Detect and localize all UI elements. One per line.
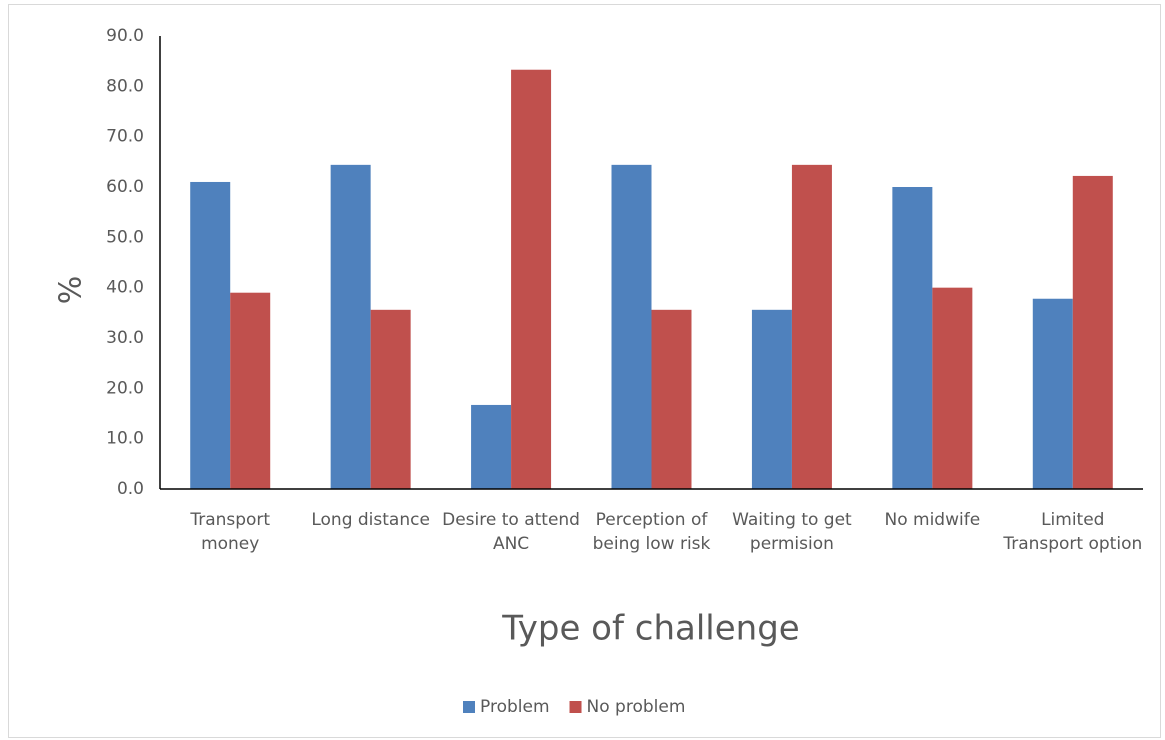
x-tick-label: Long distance xyxy=(311,510,430,530)
y-tick-label: 70.0 xyxy=(106,127,144,147)
bar xyxy=(751,309,792,489)
y-tick-label: 60.0 xyxy=(106,177,144,197)
y-tick-label: 80.0 xyxy=(106,76,144,96)
bar xyxy=(190,181,231,489)
x-tick-label: No midwife xyxy=(884,510,981,530)
x-tick-label: Waiting to get permision xyxy=(732,510,852,554)
legend-label: Problem xyxy=(480,697,550,717)
bar xyxy=(651,309,692,489)
y-tick-label: 10.0 xyxy=(106,429,144,449)
bar xyxy=(330,164,371,489)
y-tick-label: 40.0 xyxy=(106,278,144,298)
x-axis-title: Type of challenge xyxy=(501,609,799,649)
legend-swatch xyxy=(463,701,475,713)
bar xyxy=(1032,298,1073,489)
y-axis-title: % xyxy=(54,276,89,305)
bar xyxy=(511,69,552,490)
chart-frame xyxy=(8,4,1161,738)
bar xyxy=(230,292,271,489)
x-tick-label: Desire to attend ANC xyxy=(442,510,580,554)
bar xyxy=(471,404,512,489)
x-tick-label: Perception of being low risk xyxy=(592,510,711,554)
x-tick-label: Limited Transport option xyxy=(1003,510,1143,554)
legend-label: No problem xyxy=(587,697,686,717)
bar xyxy=(1072,175,1113,489)
y-tick-label: 30.0 xyxy=(106,328,144,348)
legend-swatch xyxy=(569,701,582,713)
y-tick-label: 20.0 xyxy=(106,378,144,398)
y-tick-label: 50.0 xyxy=(106,227,144,247)
y-tick-label: 90.0 xyxy=(106,26,144,46)
bar xyxy=(370,309,411,489)
bar xyxy=(892,187,933,489)
bar xyxy=(611,164,652,489)
x-tick-label: Transport money xyxy=(190,510,271,554)
y-tick-label: 0.0 xyxy=(117,479,144,499)
bar xyxy=(791,164,832,489)
bar xyxy=(932,287,973,489)
